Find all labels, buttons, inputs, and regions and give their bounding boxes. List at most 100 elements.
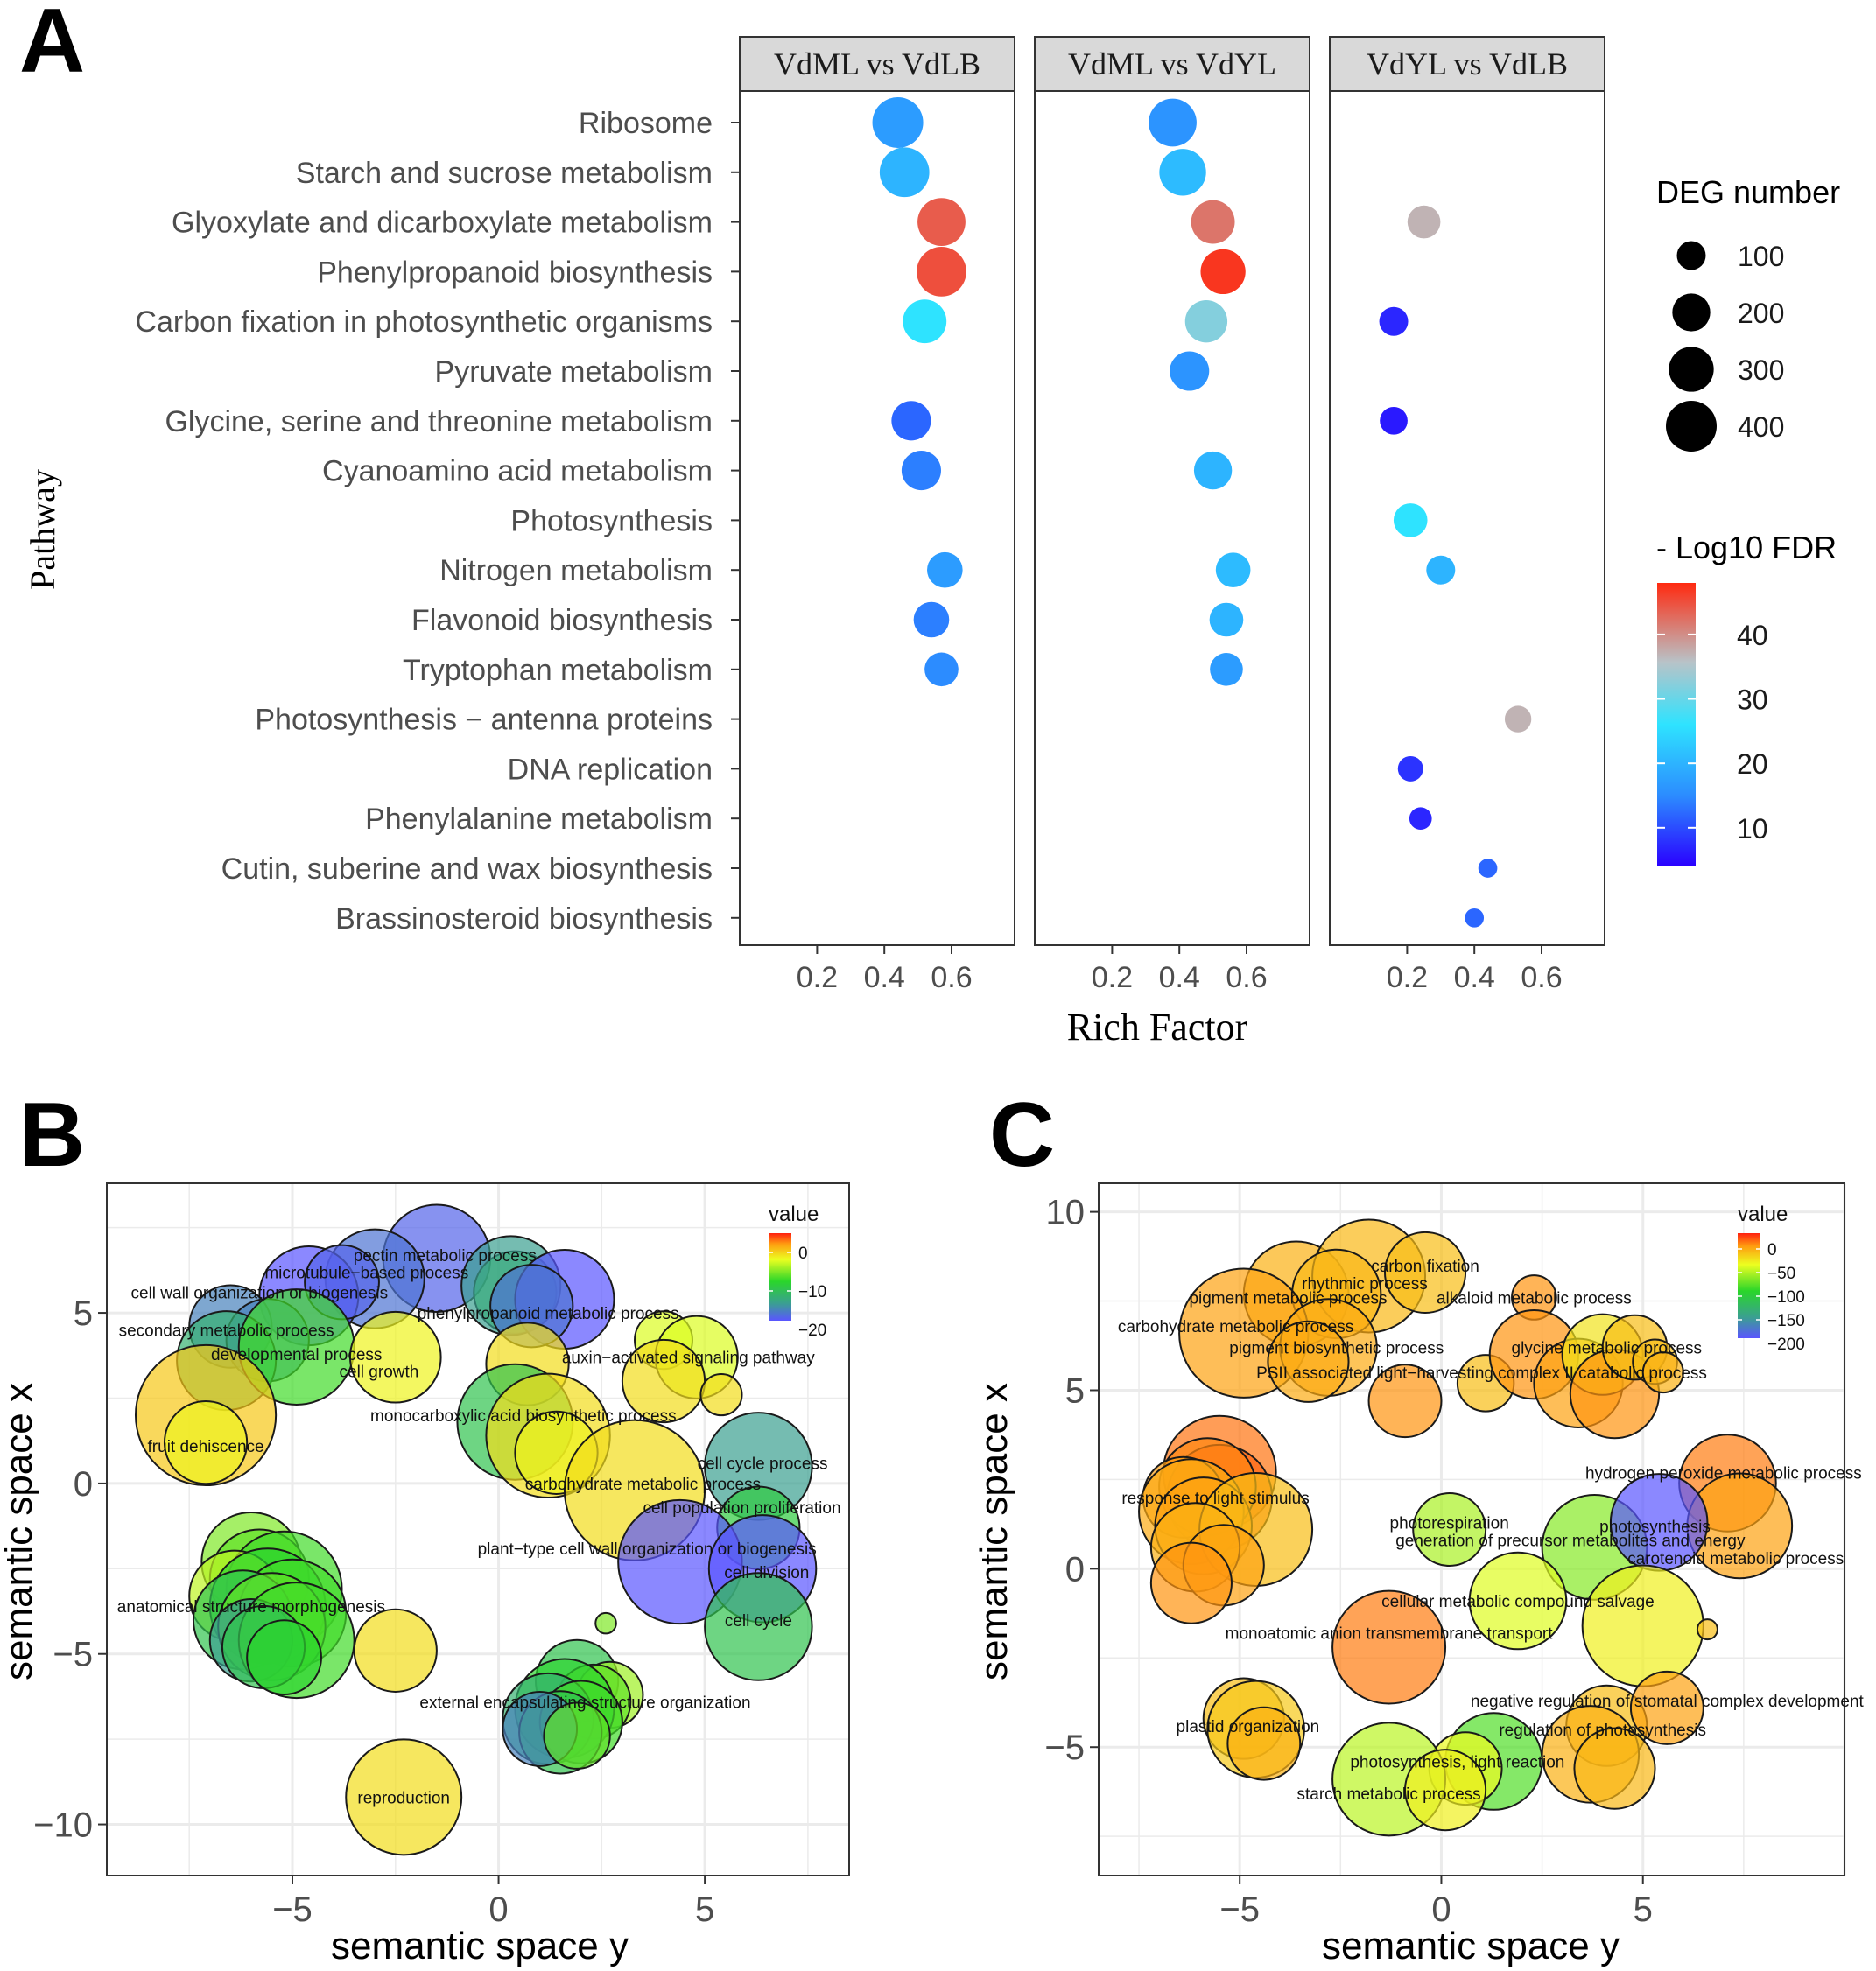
pathway-label: Pyruvate metabolism [435, 355, 713, 389]
enrichment-bubble [1209, 602, 1244, 637]
go-term-label: cell growth [340, 1363, 419, 1381]
go-term-label: phenylpropanoid metabolic process [418, 1305, 679, 1323]
value-legend-title: value [1738, 1203, 1788, 1226]
go-term-label: alkaloid metabolic process [1437, 1289, 1632, 1308]
pathway-label: Cutin, suberine and wax biosynthesis [221, 852, 713, 886]
facet-title: VdYL vs VdLB [1367, 46, 1568, 81]
x-tick-label: 5 [695, 1890, 714, 1929]
value-legend-bar [769, 1233, 791, 1321]
go-term-label: monocarboxylic acid biosynthetic process [370, 1407, 677, 1426]
y-tick-label: 5 [1065, 1371, 1085, 1410]
go-term-label: rhythmic process [1302, 1275, 1428, 1294]
value-legend-title: value [769, 1203, 819, 1226]
y-tick-label: 10 [1046, 1194, 1086, 1232]
enrichment-bubble [1210, 653, 1243, 686]
go-term-label: cell division [724, 1564, 809, 1582]
go-term-bubble [1331, 1589, 1447, 1705]
go-term-bubble [246, 1619, 322, 1696]
size-legend-label: 100 [1738, 241, 1784, 272]
go-term-bubble [1383, 1231, 1467, 1314]
enrichment-bubble [924, 652, 959, 687]
pathway-label: Photosynthesis − antenna proteins [255, 704, 713, 737]
size-legend-dot [1666, 401, 1717, 452]
value-legend-label: −10 [798, 1283, 826, 1301]
y-tick-label: 0 [74, 1465, 93, 1504]
enrichment-bubble [879, 147, 930, 198]
panel-c-xlabel: semantic space y [1322, 1925, 1620, 1967]
panel-c-ylabel: semantic space x [973, 1383, 1015, 1680]
go-term-label: negative regulation of stomatal complex … [1471, 1693, 1865, 1711]
facet-frame [1034, 90, 1310, 946]
y-tick-label: 0 [1065, 1550, 1085, 1589]
go-term-bubble [345, 1738, 463, 1856]
x-tick-label: 0.6 [1521, 961, 1562, 994]
go-term-label: plant−type cell wall organization or bio… [478, 1540, 817, 1559]
enrichment-bubble [1379, 306, 1409, 336]
go-term-label: photorespiration [1390, 1514, 1509, 1533]
x-tick-label: 0.4 [864, 961, 905, 994]
go-term-label: reproduction [357, 1789, 450, 1807]
value-legend-label: −50 [1767, 1265, 1795, 1283]
enrichment-bubble [1504, 705, 1532, 733]
pathway-label: Cyanoamino acid metabolism [322, 455, 713, 488]
enrichment-bubble [872, 97, 924, 148]
pathway-label: Ribosome [579, 107, 713, 140]
go-term-label: generation of precursor metabolites and … [1395, 1533, 1746, 1551]
enrichment-bubble [917, 198, 966, 246]
go-term-bubble [1149, 1541, 1233, 1624]
go-term-label: starch metabolic process [1297, 1785, 1481, 1804]
enrichment-bubble [1397, 755, 1423, 782]
go-term-bubble [1629, 1670, 1704, 1745]
go-term-label: pigment biosynthetic process [1229, 1340, 1444, 1358]
go-term-label: pectin metabolic process [354, 1247, 537, 1266]
pathway-label: Phenylpropanoid biosynthesis [317, 256, 713, 289]
go-term-bubble [1412, 1492, 1487, 1567]
go-term-bubble [1267, 1320, 1350, 1403]
pathway-label: Flavonoid biosynthesis [411, 604, 713, 637]
facet-frame [739, 90, 1015, 946]
go-term-bubble [1581, 1564, 1704, 1687]
enrichment-bubble [1200, 249, 1246, 295]
go-term-bubble [163, 1400, 249, 1485]
size-legend-label: 200 [1738, 298, 1784, 329]
enrichment-bubble [1159, 149, 1206, 196]
value-legend-label: 0 [798, 1245, 808, 1263]
facet-title: VdML vs VdLB [774, 46, 980, 81]
size-legend: 100 200 300 400 [1666, 241, 1784, 452]
go-term-label: response to light stimulus [1121, 1490, 1309, 1508]
go-term-label: developmental process [211, 1346, 382, 1364]
go-term-bubble [594, 1611, 617, 1635]
go-term-bubble [1573, 1727, 1656, 1810]
y-tick-label: −5 [1044, 1729, 1085, 1767]
go-term-label: glycine metabolic process [1512, 1340, 1703, 1358]
go-term-label: regulation of photosynthesis [1499, 1722, 1706, 1740]
size-legend-dot [1672, 293, 1711, 332]
go-term-bubble [1641, 1351, 1684, 1394]
plot-frame [106, 1182, 850, 1876]
facet-strip [1034, 36, 1310, 92]
pathway-label: Photosynthesis [510, 504, 713, 537]
go-term-label: carbohydrate metabolic process [525, 1476, 761, 1494]
pathway-label: Starch and sucrose metabolism [296, 157, 713, 190]
enrichment-bubble [1380, 406, 1408, 435]
color-tick-label: 10 [1737, 813, 1768, 845]
pathway-label: Phenylalanine metabolism [365, 803, 713, 836]
go-term-label: anatomical structure morphogenesis [117, 1598, 385, 1617]
go-term-label: photosynthesis [1599, 1518, 1711, 1536]
pathway-label: Glycine, serine and threonine metabolism [165, 405, 713, 438]
enrichment-bubble [1193, 451, 1233, 490]
go-term-bubble [704, 1572, 813, 1681]
color-legend-bar [1657, 583, 1696, 866]
pathway-label: Tryptophan metabolism [403, 654, 713, 687]
go-term-label: microtubule−based process [264, 1264, 468, 1282]
x-tick-label: 0.4 [1454, 961, 1495, 994]
x-tick-label: 0 [1431, 1890, 1451, 1929]
value-legend-label: −100 [1767, 1288, 1805, 1307]
panel-a-letter: A [19, 0, 85, 92]
panel-b-semantic-plot: −5 0 5 −10 −5 0 5 pectin metabolic processmicro… [33, 1182, 850, 1929]
go-term-bubble [699, 1373, 743, 1417]
enrichment-bubble [1409, 807, 1432, 831]
x-tick-label: 0.4 [1159, 961, 1200, 994]
y-tick-label: −10 [33, 1806, 93, 1845]
